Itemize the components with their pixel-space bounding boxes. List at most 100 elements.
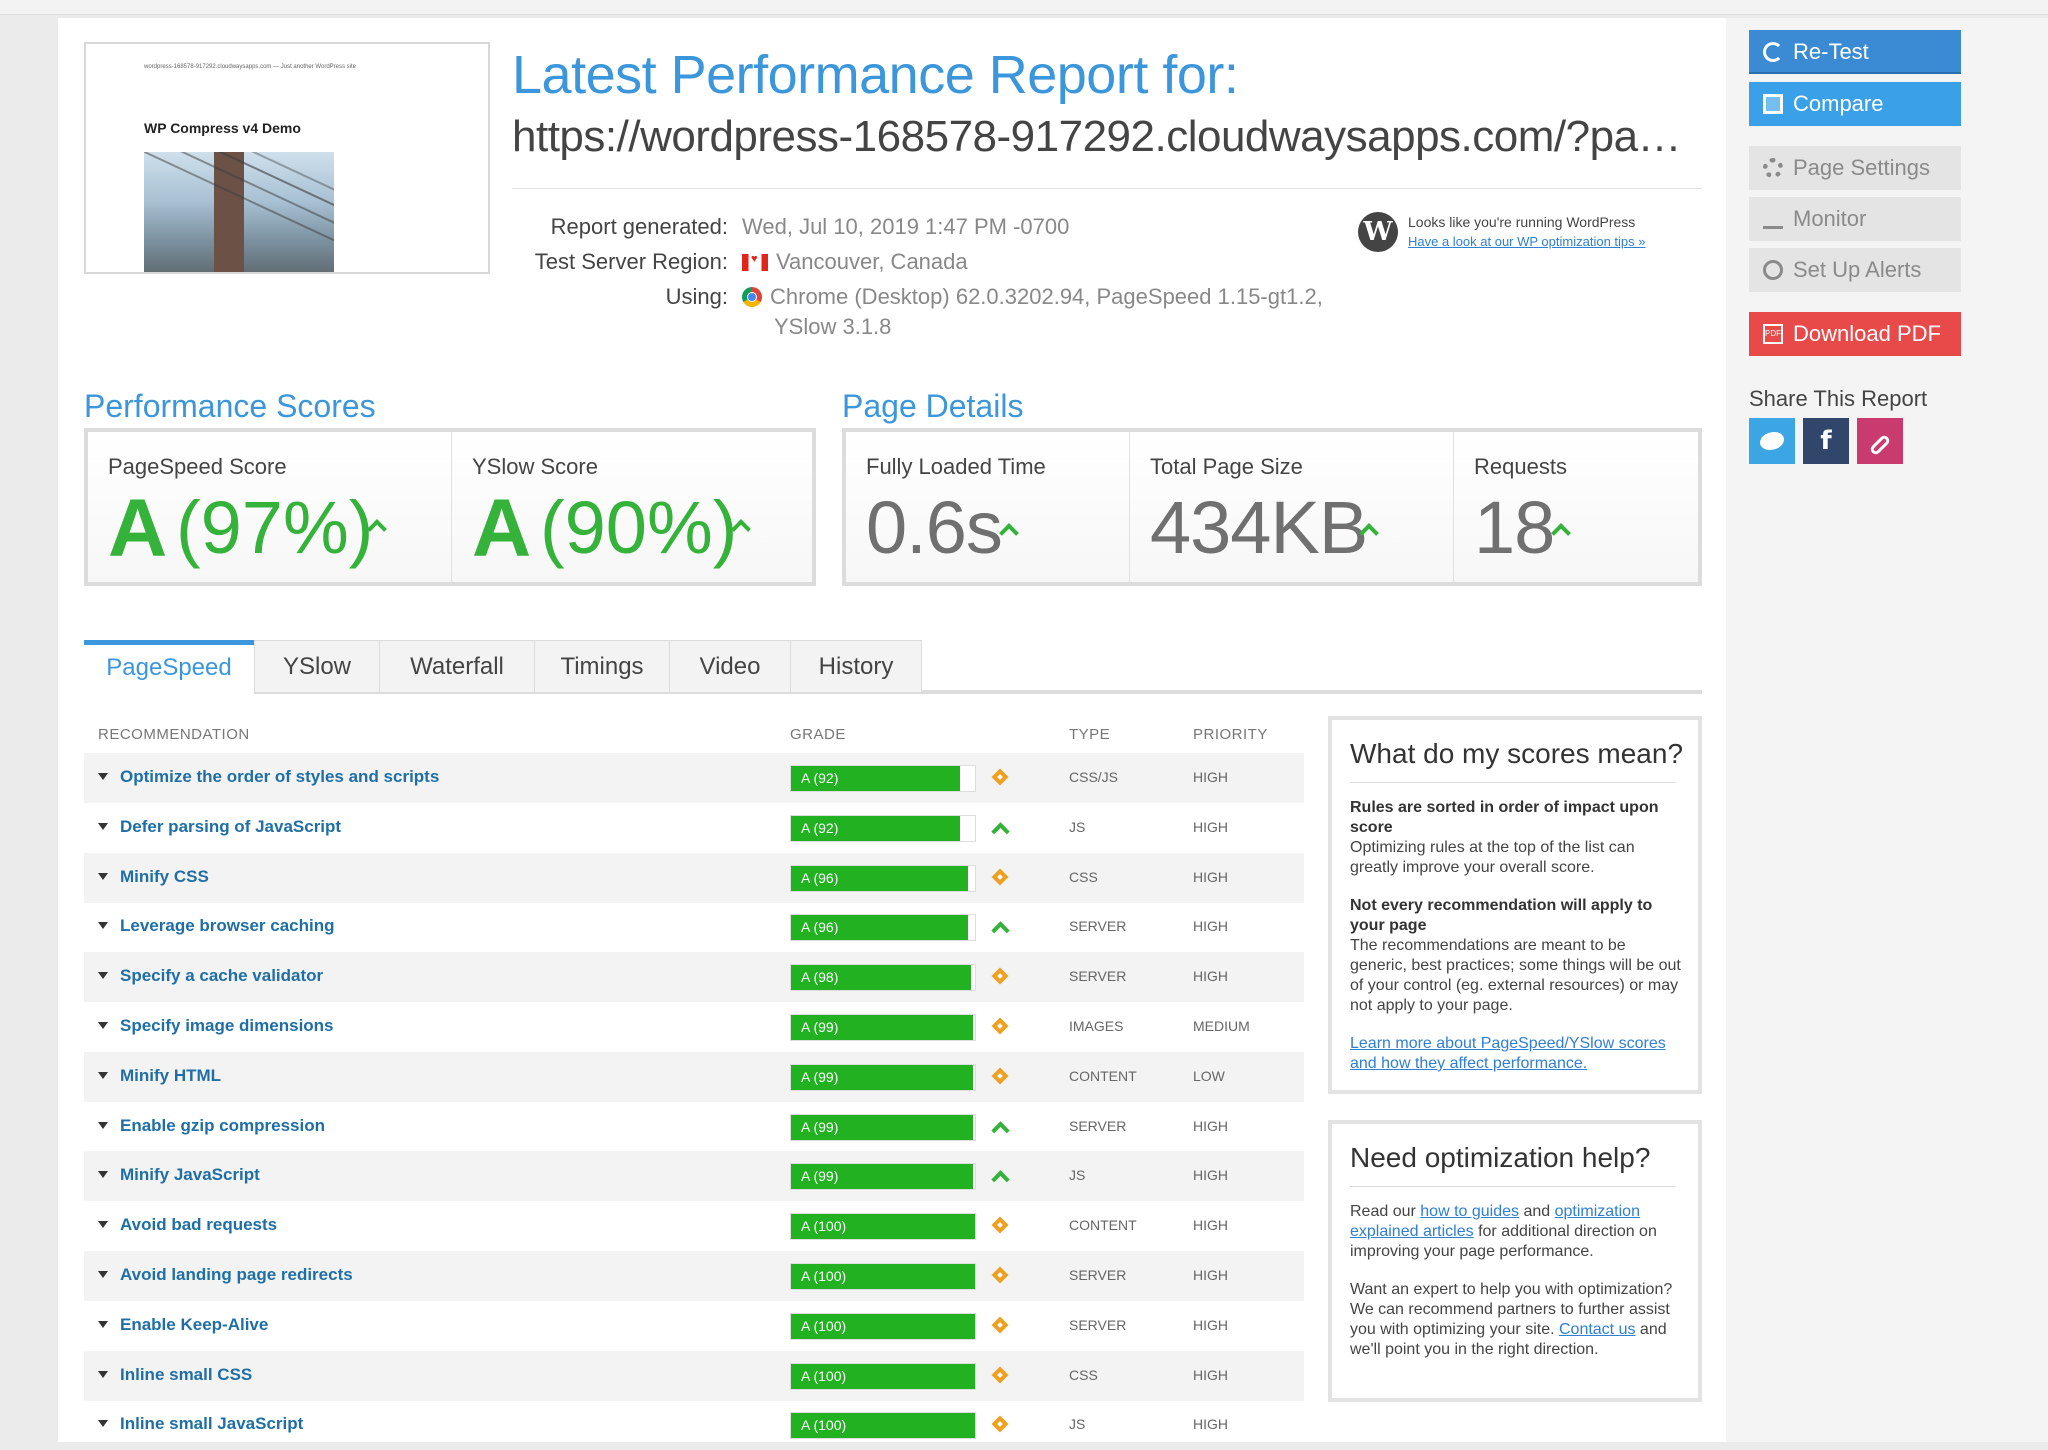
recommendation-name[interactable]: Minify JavaScript xyxy=(120,1165,260,1184)
recommendation-name[interactable]: Specify a cache validator xyxy=(120,966,324,985)
contact-us-link[interactable]: Contact us xyxy=(1558,1321,1636,1338)
expand-triangle-icon[interactable] xyxy=(98,1072,108,1079)
recommendation-row[interactable]: Minify CSS A (96) CSS HIGH xyxy=(84,853,1304,903)
recommendation-row[interactable]: Leverage browser caching A (96) SERVER HIGH xyxy=(84,902,1304,952)
tab-pagespeed[interactable]: PageSpeed xyxy=(84,640,254,694)
using-text-line1: Chrome (Desktop) 62.0.3202.94, PageSpeed… xyxy=(770,284,1323,309)
recommendation-priority: HIGH xyxy=(1193,968,1228,984)
recommendation-row[interactable]: Specify image dimensions A (99) IMAGES MEDI… xyxy=(84,1002,1304,1052)
recommendation-priority: HIGH xyxy=(1193,1416,1228,1432)
recommendation-name[interactable]: Inline small JavaScript xyxy=(120,1414,304,1433)
fully-loaded-value: 0.6s xyxy=(866,486,1003,569)
expand-triangle-icon[interactable] xyxy=(98,922,108,929)
chrome-icon xyxy=(742,287,762,307)
optimization-articles-link[interactable]: optimization explained articles xyxy=(1350,1203,1640,1240)
tab-video[interactable]: Video xyxy=(669,640,791,692)
recommendation-type: SERVER xyxy=(1069,1267,1127,1283)
expand-triangle-icon[interactable] xyxy=(98,1420,108,1427)
expand-triangle-icon[interactable] xyxy=(98,1271,108,1278)
optimization-help-divider xyxy=(1350,1186,1676,1187)
expand-triangle-icon[interactable] xyxy=(98,1371,108,1378)
retest-button[interactable]: Re-Test xyxy=(1749,30,1961,74)
requests-value: 18 xyxy=(1474,486,1555,569)
grade-bar-fill xyxy=(791,1015,973,1040)
recommendation-priority: HIGH xyxy=(1193,1118,1228,1134)
recommendation-row[interactable]: Specify a cache validator A (98) SERVER HIG… xyxy=(84,952,1304,1002)
scores-p2-heading: Not every recommendation will apply to y… xyxy=(1350,897,1653,934)
recommendation-row[interactable]: Minify JavaScript A (99) JS HIGH xyxy=(84,1151,1304,1201)
header-recommendation: RECOMMENDATION xyxy=(98,726,250,743)
grade-text: A (96) xyxy=(801,870,839,886)
grade-text: A (100) xyxy=(801,1417,847,1433)
set-up-alerts-button[interactable]: Set Up Alerts xyxy=(1749,248,1961,292)
recommendation-name[interactable]: Optimize the order of styles and scripts xyxy=(120,767,440,786)
page-settings-button[interactable]: Page Settings xyxy=(1749,146,1961,190)
expand-triangle-icon[interactable] xyxy=(98,1321,108,1328)
grade-text: A (99) xyxy=(801,1069,839,1085)
expand-triangle-icon[interactable] xyxy=(98,1171,108,1178)
page-screenshot-thumbnail[interactable]: wordpress-168578-917292.cloudwaysapps.co… xyxy=(84,42,490,274)
recommendation-row[interactable]: Inline small JavaScript A (100) JS HIGH xyxy=(84,1400,1304,1450)
compare-label: Compare xyxy=(1793,91,1884,116)
tab-history[interactable]: History xyxy=(790,640,922,692)
recommendation-row[interactable]: Enable gzip compression A (99) SERVER HIGH xyxy=(84,1102,1304,1152)
expand-triangle-icon[interactable] xyxy=(98,773,108,780)
performance-scores-box: PageSpeed Score A (97%) YSlow Score A (9… xyxy=(84,428,816,586)
share-facebook-button[interactable]: f xyxy=(1803,418,1849,464)
neutral-diamond-icon xyxy=(991,1017,1009,1035)
recommendation-name[interactable]: Inline small CSS xyxy=(120,1365,253,1384)
how-to-guides-link[interactable]: how to guides xyxy=(1420,1203,1519,1220)
neutral-diamond-icon xyxy=(991,1216,1009,1234)
recommendation-row[interactable]: Avoid landing page redirects A (100) SERVE… xyxy=(84,1251,1304,1301)
monitor-button[interactable]: Monitor xyxy=(1749,197,1961,241)
expand-triangle-icon[interactable] xyxy=(98,1022,108,1029)
recommendation-name[interactable]: Minify CSS xyxy=(120,867,209,886)
grade-bar: A (100) xyxy=(790,1363,976,1390)
tab-waterfall[interactable]: Waterfall xyxy=(379,640,535,692)
download-pdf-button[interactable]: PDF Download PDF xyxy=(1749,312,1961,356)
recommendation-name[interactable]: Specify image dimensions xyxy=(120,1016,334,1035)
recommendation-name[interactable]: Leverage browser caching xyxy=(120,916,335,935)
grade-text: A (92) xyxy=(801,820,839,836)
learn-more-link[interactable]: Learn more about PageSpeed/YSlow scores … xyxy=(1350,1035,1666,1072)
recommendation-priority: HIGH xyxy=(1193,1367,1228,1383)
recommendation-name[interactable]: Enable gzip compression xyxy=(120,1116,325,1135)
neutral-diamond-icon xyxy=(991,1067,1009,1085)
recommendation-row[interactable]: Minify HTML A (99) CONTENT LOW xyxy=(84,1052,1304,1102)
facebook-icon: f xyxy=(1820,426,1832,456)
recommendation-row[interactable]: Avoid bad requests A (100) CONTENT HIGH xyxy=(84,1201,1304,1251)
recommendation-row[interactable]: Defer parsing of JavaScript A (92) JS HIGH xyxy=(84,803,1304,853)
expand-triangle-icon[interactable] xyxy=(98,823,108,830)
wp-optimization-tips-link[interactable]: Have a look at our WP optimization tips … xyxy=(1408,234,1646,249)
fully-loaded-label: Fully Loaded Time xyxy=(866,454,1046,479)
report-title: Latest Performance Report for: xyxy=(512,45,1239,105)
using-value: Chrome (Desktop) 62.0.3202.94, PageSpeed… xyxy=(742,284,1323,310)
compare-button[interactable]: Compare xyxy=(1749,82,1961,126)
recommendation-name[interactable]: Avoid landing page redirects xyxy=(120,1265,353,1284)
recommendation-name[interactable]: Defer parsing of JavaScript xyxy=(120,817,342,836)
recommendation-priority: LOW xyxy=(1193,1068,1225,1084)
expand-triangle-icon[interactable] xyxy=(98,1221,108,1228)
recommendation-name[interactable]: Enable Keep-Alive xyxy=(120,1315,269,1334)
optimization-help-body: Read our how to guides and optimization … xyxy=(1350,1202,1684,1378)
tab-timings[interactable]: Timings xyxy=(534,640,670,692)
tab-yslow[interactable]: YSlow xyxy=(254,640,380,692)
recommendation-name[interactable]: Minify HTML xyxy=(120,1066,222,1085)
recommendation-row[interactable]: Inline small CSS A (100) CSS HIGH xyxy=(84,1351,1304,1401)
share-twitter-button[interactable] xyxy=(1749,418,1795,464)
recommendation-type: CONTENT xyxy=(1069,1217,1137,1233)
recommendation-type: JS xyxy=(1069,819,1086,835)
recommendation-row[interactable]: Optimize the order of styles and scripts… xyxy=(84,753,1304,803)
recommendation-row[interactable]: Enable Keep-Alive A (100) SERVER HIGH xyxy=(84,1301,1304,1351)
expand-triangle-icon[interactable] xyxy=(98,972,108,979)
expand-triangle-icon[interactable] xyxy=(98,1122,108,1129)
pagespeed-percent: (97%) xyxy=(176,486,374,569)
page-settings-label: Page Settings xyxy=(1793,155,1930,180)
neutral-diamond-icon xyxy=(991,768,1009,786)
header-grade: GRADE xyxy=(790,726,846,743)
grade-bar-fill xyxy=(791,1115,973,1140)
expand-triangle-icon[interactable] xyxy=(98,873,108,880)
recommendation-name[interactable]: Avoid bad requests xyxy=(120,1215,278,1234)
share-link-button[interactable] xyxy=(1857,418,1903,464)
test-region-label: Test Server Region: xyxy=(534,249,728,274)
